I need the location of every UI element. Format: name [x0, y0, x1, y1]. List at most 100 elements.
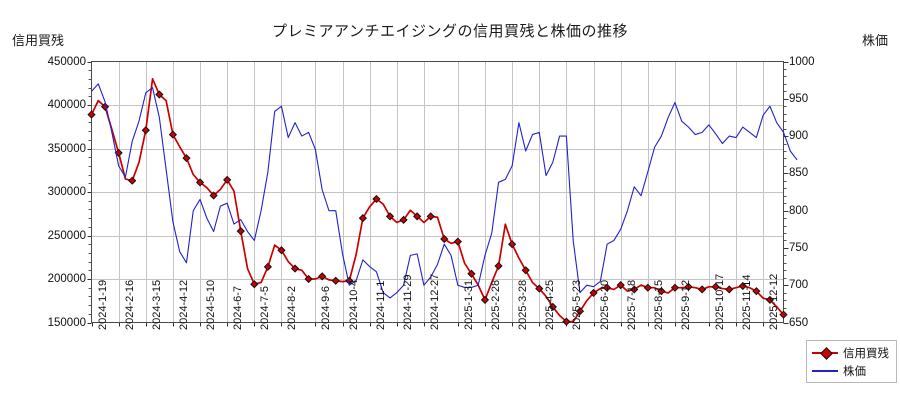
- data-point-marker: [521, 266, 530, 275]
- x-axis-tick-label: 2025-3-28: [517, 279, 530, 330]
- data-point-marker: [141, 126, 150, 135]
- data-point-marker: [168, 130, 178, 139]
- y-axis-tick-label: 150000: [47, 316, 86, 329]
- y2-axis-tick-label: 950: [789, 92, 809, 105]
- legend-item-shinyo-kaizan: 信用買残: [812, 345, 889, 360]
- x-axis-tick-label: 2024-2-16: [123, 279, 136, 330]
- x-axis-tick-label: 2024-8-2: [286, 285, 299, 330]
- chart-legend: 信用買残 株価: [806, 340, 897, 383]
- data-point-marker: [440, 234, 449, 244]
- data-point-marker: [318, 272, 327, 281]
- data-point-marker: [209, 191, 218, 200]
- x-axis-tick-label: 2025-11-14: [741, 274, 753, 330]
- x-axis-tick-label: 2024-9-6: [320, 285, 333, 330]
- data-point-marker: [480, 295, 490, 304]
- data-point-marker: [643, 283, 652, 292]
- data-point-marker: [657, 287, 666, 296]
- legend-label: 信用買残: [843, 347, 889, 360]
- data-point-marker: [562, 317, 571, 326]
- data-point-marker: [697, 285, 707, 294]
- x-axis-tick-label: 2025-5-23: [571, 279, 584, 330]
- y2-axis-tick-label: 1000: [789, 55, 815, 68]
- y-axis-tick-label: 400000: [47, 99, 86, 111]
- chart-title: プレミアアンチエイジングの信用買残と株価の推移: [272, 23, 628, 40]
- x-axis-tick-label: 2025-8-15: [652, 279, 665, 330]
- y2-axis-tick-label: 650: [789, 316, 809, 329]
- y-axis-tick-label: 350000: [47, 142, 86, 155]
- y2-axis-tick-label: 900: [789, 130, 809, 143]
- data-point-marker: [182, 153, 191, 163]
- x-axis-tick-label: 2024-4-12: [177, 279, 190, 330]
- data-point-marker: [738, 281, 747, 291]
- y2-axis-tick-label: 700: [789, 279, 809, 292]
- data-series-layer: [87, 78, 798, 326]
- right-axis-ticks: 1000 950 900 850 800 750 700 650: [789, 0, 889, 400]
- x-axis-tick-label: 2024-10-4: [347, 279, 360, 330]
- data-point-marker: [684, 282, 693, 291]
- data-point-marker: [670, 283, 680, 292]
- legend-item-kabuka: 株価: [812, 363, 889, 378]
- y-axis-tick-label: 300000: [47, 186, 86, 198]
- data-point-marker: [453, 237, 462, 246]
- data-point-marker: [263, 262, 272, 271]
- data-point-marker: [779, 310, 788, 319]
- data-point-marker: [711, 282, 720, 291]
- left-axis-title: 信用買残: [12, 33, 65, 48]
- x-axis-tick-label: 2025-10-17: [713, 273, 726, 330]
- data-point-marker: [128, 176, 137, 185]
- data-point-marker: [616, 280, 625, 290]
- x-axis-tick-label: 2025-6-20: [598, 279, 611, 330]
- data-point-marker: [426, 212, 435, 221]
- series-line-1: [91, 83, 798, 299]
- y2-axis-tick-label: 800: [789, 204, 809, 217]
- y2-axis-tick-label: 850: [789, 167, 809, 180]
- data-point-marker: [223, 175, 232, 184]
- x-axis-tick-label: 2025-1-31: [462, 279, 475, 330]
- x-axis-tick-label: 2024-11-29: [401, 274, 414, 330]
- legend-key-marker-line: [812, 346, 838, 360]
- data-point-marker: [290, 264, 300, 273]
- data-point-marker: [589, 288, 598, 298]
- grid-lines: [91, 61, 784, 323]
- data-point-marker: [372, 194, 381, 204]
- data-point-marker: [155, 90, 164, 99]
- data-point-marker: [385, 212, 395, 221]
- left-axis-ticks: 450000 400000 350000 300000 250000 200000 1500…: [0, 0, 86, 400]
- x-axis-tick-label: 2024-5-10: [205, 279, 218, 330]
- data-point-marker: [467, 269, 476, 278]
- y-axis-tick-label: 200000: [47, 273, 86, 285]
- legend-key-line: [812, 365, 838, 377]
- data-point-marker: [195, 178, 205, 187]
- data-point-marker: [765, 295, 775, 304]
- x-axis-tick-label: 2024-3-15: [150, 279, 163, 330]
- x-axis-tick-label: 2024-1-19: [96, 279, 109, 330]
- y2-axis-tick-label: 750: [789, 241, 809, 254]
- data-point-marker: [413, 212, 422, 221]
- data-point-marker: [752, 287, 761, 296]
- right-axis-title: 株価: [861, 33, 888, 48]
- plot-frame: [91, 61, 784, 323]
- legend-label: 株価: [843, 365, 866, 378]
- data-point-marker: [399, 215, 408, 224]
- data-point-marker: [548, 302, 557, 311]
- data-point-marker: [250, 280, 259, 289]
- data-point-marker: [331, 276, 340, 285]
- data-point-marker: [100, 102, 110, 111]
- x-axis-tick-label: 2024-7-5: [259, 285, 272, 330]
- data-point-marker: [236, 227, 245, 236]
- y-axis-tick-label: 250000: [47, 229, 86, 242]
- data-point-marker: [87, 110, 96, 119]
- x-axis-tick-label: 2025-12-12: [768, 273, 781, 330]
- data-point-marker: [304, 274, 313, 284]
- x-axis-tick-label: 2024-12-27: [428, 273, 441, 330]
- data-point-marker: [508, 240, 517, 249]
- data-point-marker: [277, 246, 286, 255]
- x-axis-tick-label: 2024-11-1: [374, 280, 387, 330]
- x-axis-tick-label: 2024-6-7: [232, 285, 245, 330]
- data-point-marker: [575, 307, 585, 316]
- x-axis-tick-label: 2025-9-12: [679, 279, 692, 330]
- data-point-marker: [603, 283, 612, 292]
- y-axis-tick-label: 450000: [47, 55, 86, 68]
